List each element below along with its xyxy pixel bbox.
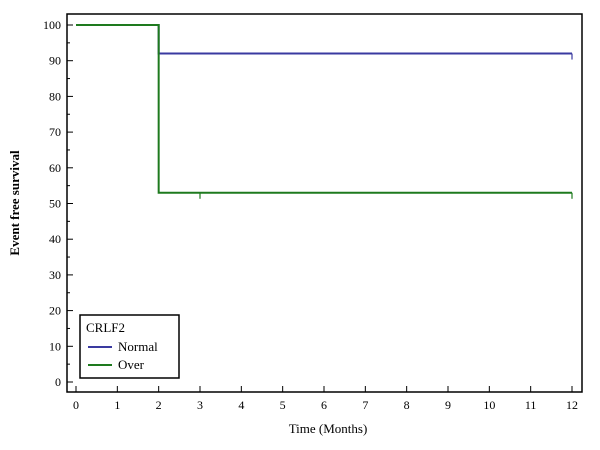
y-tick-label: 100 [43,18,61,32]
x-tick-label: 1 [114,398,120,412]
x-tick-label: 10 [483,398,495,412]
legend: CRLF2 Normal Over [79,314,180,379]
y-tick-label: 0 [55,375,61,389]
x-tick-label: 6 [321,398,327,412]
x-tick-label: 2 [156,398,162,412]
y-axis: 0 10 20 30 40 50 60 70 80 90 100 [43,18,73,389]
legend-label-normal: Normal [118,339,158,354]
x-tick-label: 12 [566,398,578,412]
x-tick-label: 5 [280,398,286,412]
series-line-normal [76,24,572,55]
y-tick-label: 30 [49,268,61,282]
y-tick-label: 60 [49,161,61,175]
y-tick-label: 50 [49,197,61,211]
legend-label-over: Over [118,357,145,372]
y-tick-label: 40 [49,232,61,246]
series-layer [76,24,573,199]
y-tick-label: 80 [49,89,61,103]
x-tick-label: 9 [445,398,451,412]
x-tick-label: 11 [525,398,537,412]
x-tick-label: 3 [197,398,203,412]
legend-title: CRLF2 [86,320,125,335]
x-axis-label: Time (Months) [289,421,368,436]
y-tick-label: 90 [49,54,61,68]
x-axis: 0 1 2 3 4 5 6 7 8 9 10 11 12 [73,386,578,412]
y-tick-label: 10 [49,339,61,353]
x-tick-label: 8 [404,398,410,412]
series-line-over [76,24,572,194]
y-tick-label: 70 [49,125,61,139]
y-tick-label: 20 [49,304,61,318]
x-tick-label: 7 [362,398,368,412]
y-axis-label: Event free survival [7,150,22,256]
x-tick-label: 0 [73,398,79,412]
x-tick-label: 4 [238,398,244,412]
